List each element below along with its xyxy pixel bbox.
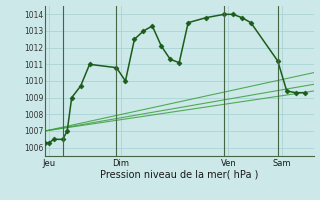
X-axis label: Pression niveau de la mer( hPa ): Pression niveau de la mer( hPa ) xyxy=(100,169,258,179)
